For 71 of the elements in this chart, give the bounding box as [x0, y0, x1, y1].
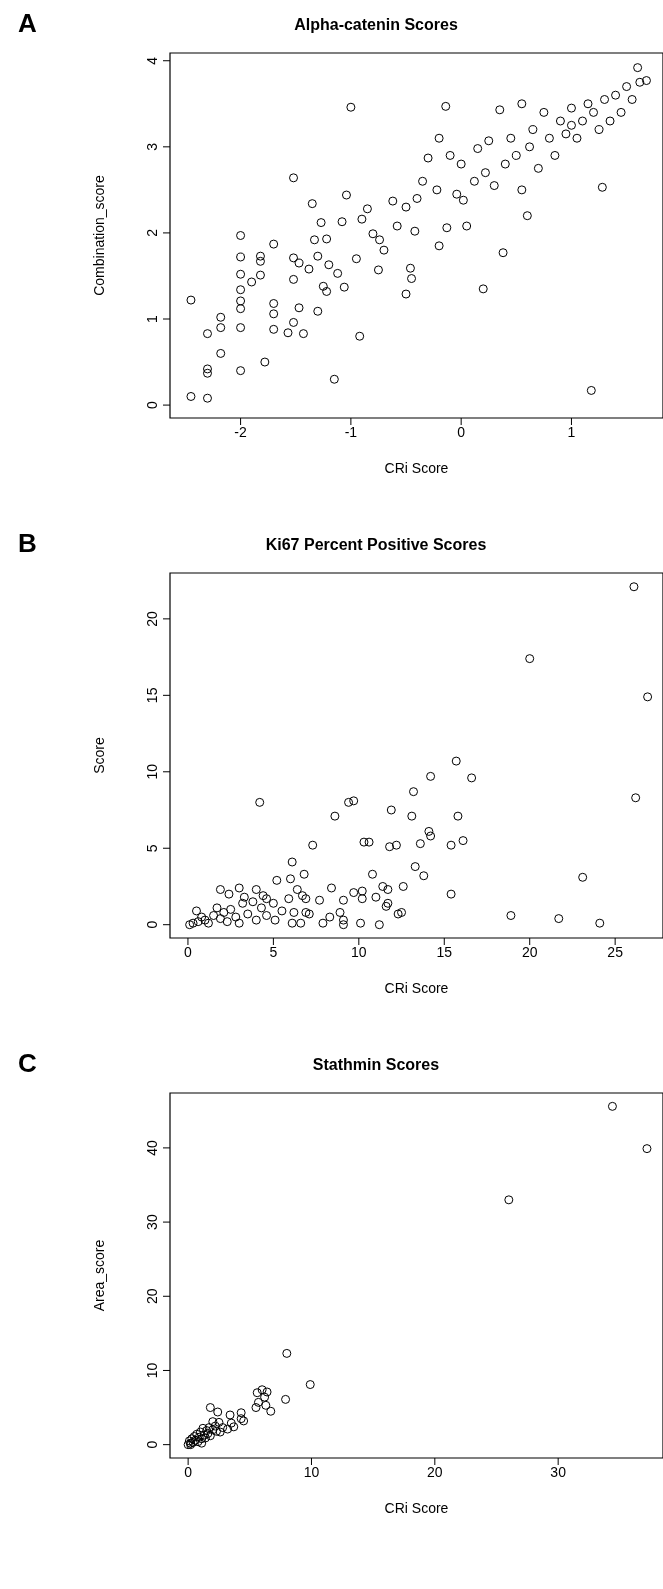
y-axis-title: Score [90, 737, 107, 774]
point [205, 1403, 215, 1413]
point [252, 1388, 262, 1398]
point [229, 1422, 239, 1432]
y-tick-label: 4 [144, 56, 160, 65]
point [281, 1394, 291, 1404]
point [504, 1195, 514, 1205]
chart-title: Alpha-catenin Scores [293, 16, 459, 34]
x-tick-label: 10 [303, 1463, 320, 1480]
point [642, 1144, 652, 1154]
y-tick-label: 20 [144, 1288, 160, 1305]
y-tick-label: 30 [144, 1214, 160, 1230]
point [305, 1380, 315, 1390]
y-tick-label: 1 [144, 314, 160, 323]
x-tick-label: 15 [436, 943, 453, 960]
y-axis-title: Combination_score [90, 174, 107, 296]
x-tick-label: 0 [184, 943, 193, 960]
point [282, 1348, 292, 1358]
point [198, 1423, 208, 1433]
y-tick-label: 20 [144, 610, 160, 627]
y-tick-label: 0 [144, 400, 160, 409]
point [261, 1400, 271, 1410]
x-tick-label: -1 [344, 423, 358, 440]
point [226, 1418, 236, 1428]
point [214, 1417, 224, 1427]
x-tick-label: 30 [550, 1463, 567, 1480]
point [208, 1417, 218, 1427]
point [208, 1425, 218, 1435]
x-tick-label: 20 [521, 943, 538, 960]
point [266, 1406, 276, 1416]
point [210, 1421, 220, 1431]
y-tick-label: 5 [144, 844, 160, 853]
point [215, 1427, 225, 1437]
point [213, 1407, 223, 1417]
y-tick-label: 10 [144, 1362, 160, 1379]
x-tick-label: 0 [457, 423, 466, 440]
text: C [18, 1048, 37, 1079]
chart-title: Ki67 Percent Positive Scores [264, 536, 488, 554]
point [236, 1408, 246, 1418]
x-axis-title: CRi Score [384, 460, 449, 476]
x-tick-label: 1 [567, 423, 576, 440]
x-tick-label: 5 [269, 943, 278, 960]
y-tick-label: 2 [144, 228, 160, 237]
y-axis-title: Area_score [90, 1239, 107, 1312]
point [251, 1403, 261, 1413]
point [260, 1392, 270, 1402]
x-tick-label: 20 [427, 1463, 443, 1480]
x-tick-label: 25 [607, 943, 624, 960]
point [262, 1387, 272, 1397]
chart-title: Stathmin Scores [311, 1056, 441, 1074]
x-axis-title: CRi Score [384, 980, 449, 996]
text: A [18, 8, 37, 39]
y-tick-label: 0 [144, 1440, 160, 1449]
y-tick-label: 10 [144, 763, 160, 780]
point [212, 1426, 221, 1436]
x-tick-label: 10 [351, 943, 367, 960]
x-tick-label: 0 [184, 1463, 193, 1480]
point [253, 1397, 263, 1407]
y-tick-label: 40 [144, 1139, 160, 1156]
point [257, 1385, 267, 1395]
point [607, 1101, 617, 1111]
point [225, 1410, 235, 1420]
point [223, 1424, 233, 1434]
y-tick-label: 0 [144, 920, 160, 929]
text: B [18, 528, 37, 559]
x-tick-label: -2 [234, 423, 248, 440]
y-tick-label: 3 [144, 142, 160, 151]
y-tick-label: 15 [144, 687, 160, 704]
point [218, 1423, 228, 1433]
x-axis-title: CRi Score [384, 1500, 449, 1516]
point [197, 1438, 207, 1448]
